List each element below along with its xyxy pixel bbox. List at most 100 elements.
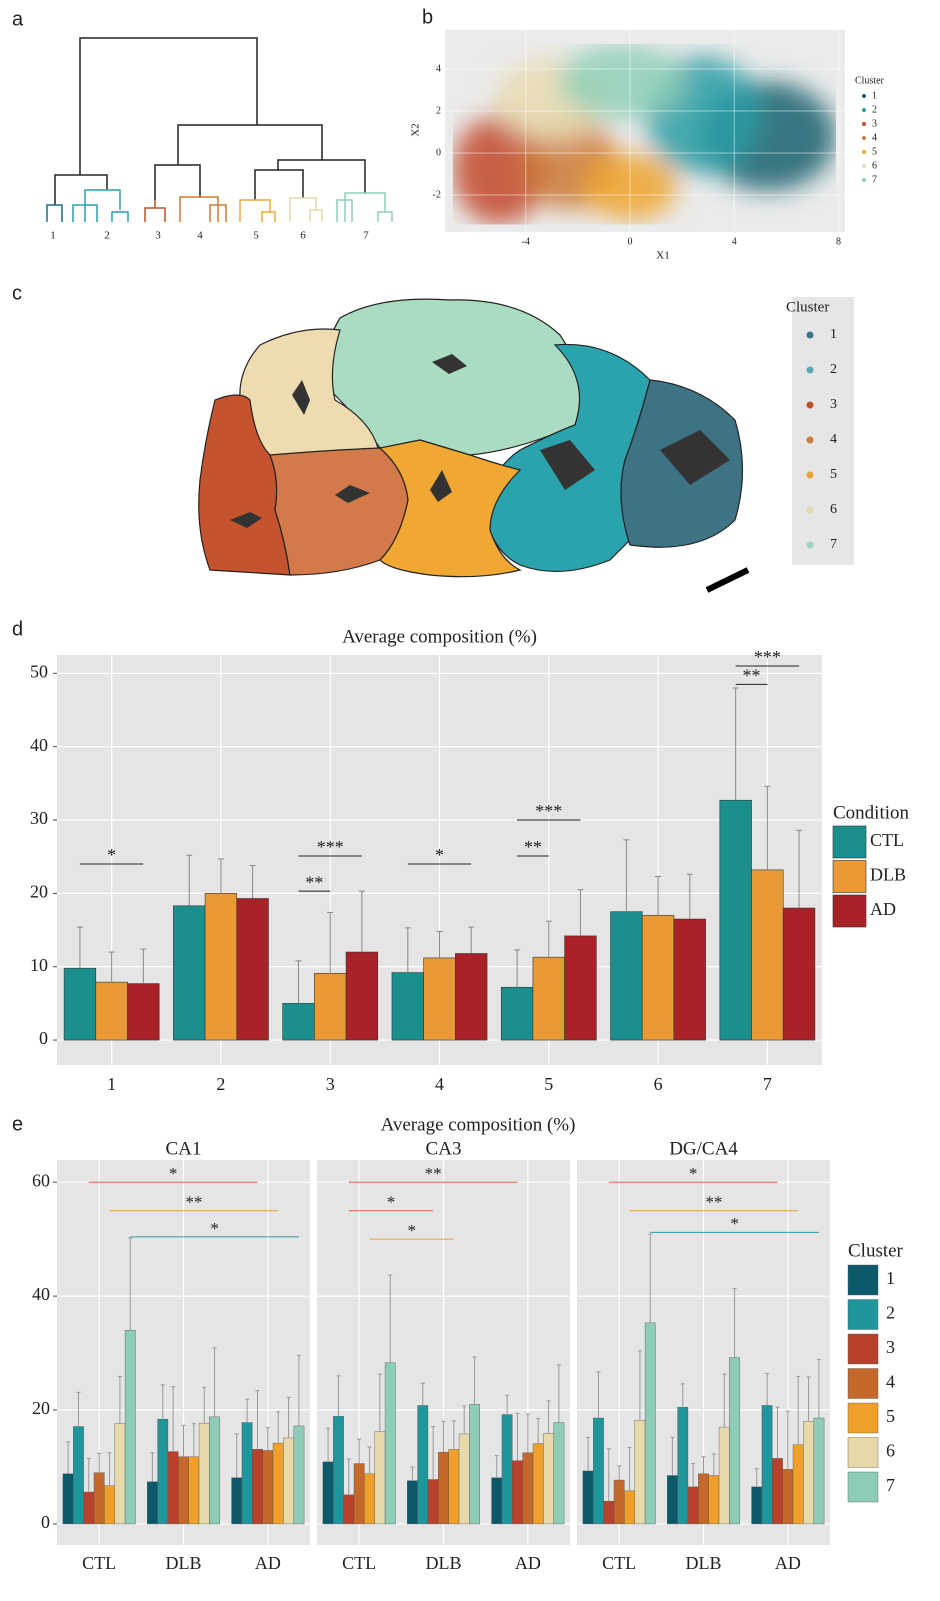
x-tick-label: 1 (107, 1074, 116, 1094)
branch (73, 190, 128, 222)
leaf-label: 4 (197, 230, 203, 242)
panel-label: d (12, 618, 23, 640)
x-tick-label: 3 (326, 1074, 335, 1094)
leaf-label: 7 (363, 230, 369, 242)
y-tick-label: 20 (32, 1398, 50, 1418)
panel-label: a (12, 8, 24, 30)
x-tick-label: 4 (732, 236, 737, 247)
legend-key (848, 1265, 878, 1295)
branch (155, 165, 200, 200)
bar (642, 915, 674, 1040)
cluster-cloud (560, 44, 685, 120)
y-tick-label: 0 (39, 1028, 48, 1048)
branch (47, 205, 62, 222)
facet-title: CA1 (166, 1138, 202, 1159)
bar (407, 1481, 417, 1524)
legend-label: 6 (872, 160, 877, 171)
bar (333, 1416, 343, 1524)
bar (501, 987, 533, 1040)
bar (438, 1452, 448, 1524)
bar (125, 1330, 135, 1524)
bar (323, 1462, 333, 1524)
bar (719, 1427, 729, 1524)
significance-label: * (407, 1221, 416, 1240)
legend-key (807, 332, 814, 339)
branch (278, 160, 365, 193)
bar (667, 1476, 677, 1524)
bar (364, 1474, 374, 1524)
legend-title: Condition (833, 802, 910, 823)
bar (752, 870, 784, 1040)
legend-key (848, 1438, 878, 1468)
legend-title: Cluster (786, 299, 829, 315)
legend-key (862, 178, 866, 182)
bar (178, 1457, 188, 1524)
legend-key (862, 164, 866, 168)
significance-label: ** (705, 1193, 722, 1212)
panel-label: c (12, 282, 22, 304)
facet-title: DG/CA4 (669, 1138, 738, 1159)
legend-key (862, 94, 866, 98)
bar (205, 893, 237, 1040)
legend-box (792, 297, 854, 565)
panel-label: b (422, 6, 433, 28)
branch (145, 200, 165, 222)
bar (64, 968, 96, 1040)
x-tick-label: CTL (342, 1553, 376, 1573)
panel-label: e (12, 1113, 23, 1135)
legend-label: 5 (872, 146, 877, 157)
bar (294, 1426, 304, 1524)
bar (84, 1492, 94, 1524)
bar (762, 1405, 772, 1523)
legend-key (807, 367, 814, 374)
scale-bar (707, 570, 748, 590)
legend-label: AD (870, 899, 896, 919)
bar (199, 1423, 209, 1524)
bar (783, 1469, 793, 1524)
legend-label: 1 (886, 1268, 895, 1288)
bar (242, 1423, 252, 1524)
x-tick-label: AD (515, 1553, 541, 1573)
x-tick-label: 7 (763, 1074, 772, 1094)
bar (803, 1421, 813, 1524)
bar (604, 1501, 614, 1524)
y-tick-label: 0 (436, 147, 441, 158)
bar (428, 1480, 438, 1524)
bar (512, 1461, 522, 1524)
branch (178, 125, 322, 165)
legend-label: 7 (872, 174, 877, 185)
y-tick-label: -2 (433, 189, 441, 200)
bar (678, 1407, 688, 1524)
bar (729, 1358, 739, 1524)
significance-label: * (210, 1219, 219, 1238)
legend-key (807, 472, 814, 479)
significance-label: ** (185, 1193, 202, 1212)
bar (237, 899, 269, 1041)
bar (554, 1423, 564, 1524)
bar (459, 1434, 469, 1524)
bar (189, 1457, 199, 1524)
y-tick-label: 60 (32, 1170, 50, 1190)
bar (283, 1003, 315, 1040)
bar (583, 1471, 593, 1524)
bar (709, 1476, 719, 1524)
bar (273, 1443, 283, 1524)
bar (104, 1486, 114, 1524)
bar (624, 1491, 634, 1524)
bar (772, 1458, 782, 1523)
bar (698, 1474, 708, 1524)
legend-key (862, 150, 866, 154)
bar (645, 1323, 655, 1524)
bar (674, 919, 706, 1040)
significance-label: * (169, 1164, 178, 1183)
significance-label: * (107, 845, 116, 865)
bar (158, 1419, 168, 1524)
legend-label: 7 (830, 537, 837, 552)
bar (354, 1464, 364, 1524)
significance-label: * (387, 1193, 396, 1212)
significance-label: ** (743, 665, 761, 685)
branch (180, 197, 226, 222)
legend-key (807, 542, 814, 549)
legend-key (848, 1369, 878, 1399)
bar (720, 800, 752, 1040)
